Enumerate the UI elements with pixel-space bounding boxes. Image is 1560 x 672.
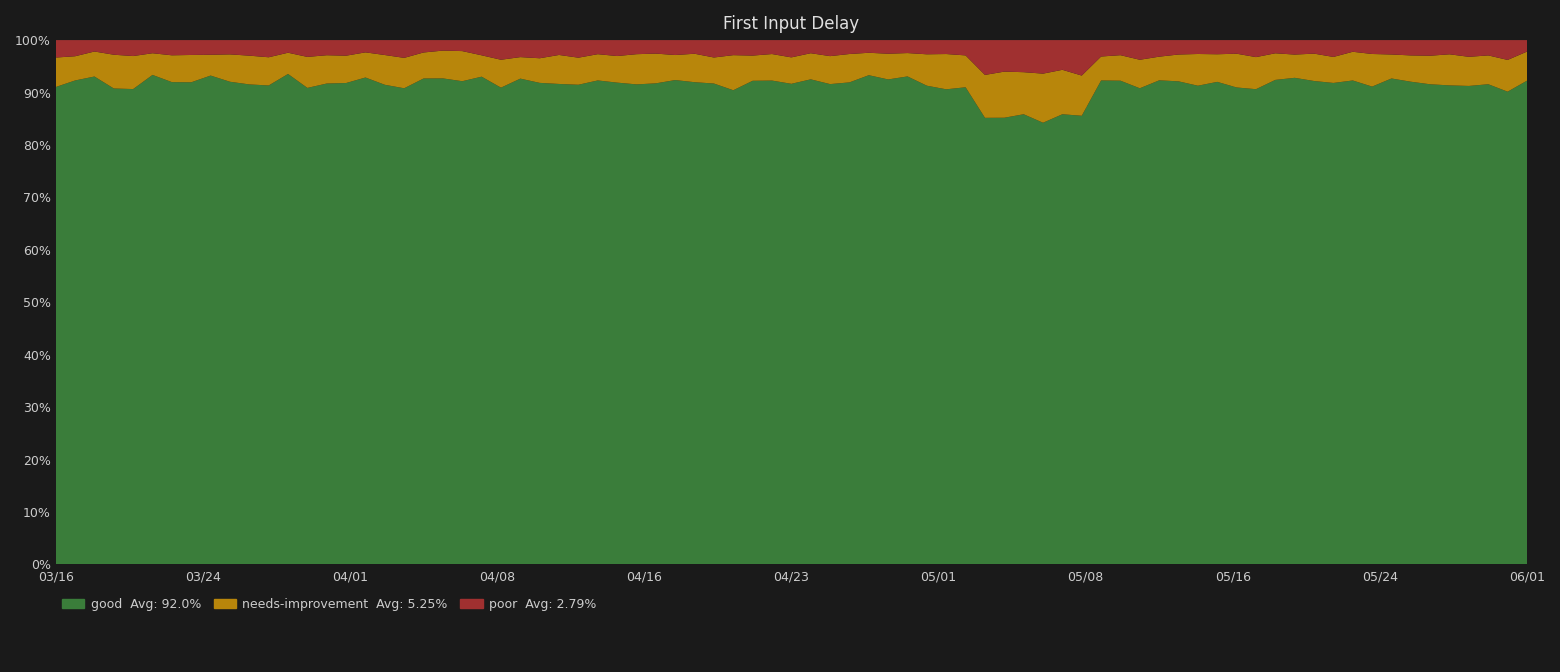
Legend: good  Avg: 92.0%, needs-improvement  Avg: 5.25%, poor  Avg: 2.79%: good Avg: 92.0%, needs-improvement Avg: … [62, 597, 596, 611]
Title: First Input Delay: First Input Delay [724, 15, 860, 33]
